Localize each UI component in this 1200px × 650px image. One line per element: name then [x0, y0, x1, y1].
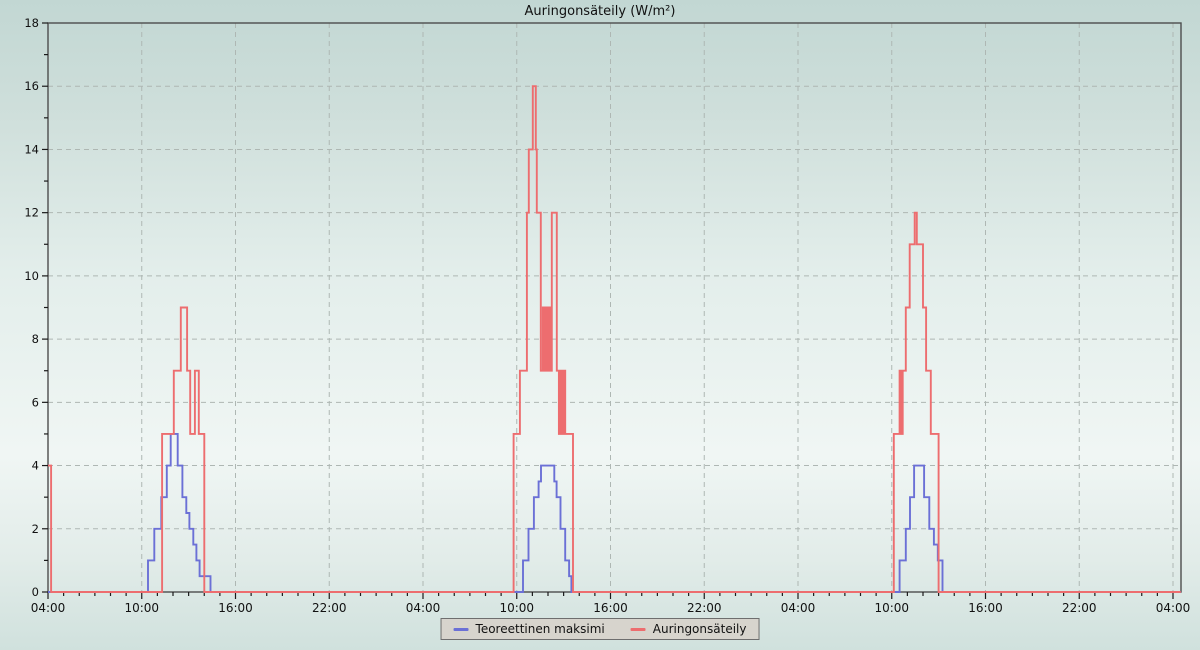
y-axis-tick-label: 12	[24, 206, 39, 220]
x-axis-tick-label: 04:00	[31, 601, 66, 615]
y-axis-tick-label: 16	[24, 79, 39, 93]
x-axis-tick-label: 22:00	[687, 601, 722, 615]
x-axis-tick-label: 04:00	[781, 601, 816, 615]
x-axis-tick-label: 10:00	[874, 601, 909, 615]
x-axis-tick-label: 22:00	[1062, 601, 1097, 615]
legend-swatch-teoreettinen-maksimi	[453, 627, 469, 631]
legend-item-auringonsateily: Auringonsäteily	[630, 622, 747, 636]
y-axis-tick-label: 8	[32, 332, 39, 346]
x-axis-tick-label: 10:00	[124, 601, 159, 615]
x-axis-tick-label: 04:00	[1156, 601, 1191, 615]
x-axis-tick-label: 04:00	[406, 601, 441, 615]
chart-title: Auringonsäteily (W/m²)	[524, 4, 676, 19]
y-axis-tick-label: 10	[24, 269, 39, 283]
legend-label-auringonsateily: Auringonsäteily	[652, 622, 747, 636]
y-axis-tick-label: 0	[32, 585, 39, 599]
series-line-auringons-teily	[48, 85, 1181, 593]
plot-border	[47, 22, 1182, 593]
x-axis-tick-label: 16:00	[218, 601, 253, 615]
y-axis-tick-label: 2	[32, 522, 39, 536]
y-axis-tick-label: 14	[24, 142, 39, 156]
y-axis-tick-label: 6	[32, 395, 39, 409]
x-axis-tick-label: 22:00	[312, 601, 347, 615]
y-axis-tick-label: 4	[32, 459, 39, 473]
series-line-teoreettinen-maksimi	[48, 432, 1181, 593]
legend-label-teoreettinen-maksimi: Teoreettinen maksimi	[475, 622, 605, 636]
legend-item-teoreettinen-maksimi: Teoreettinen maksimi	[453, 622, 605, 636]
y-axis-tick-label: 18	[24, 16, 39, 30]
legend-swatch-auringonsateily	[630, 627, 646, 631]
x-axis-tick-label: 10:00	[499, 601, 534, 615]
x-axis-tick-label: 16:00	[593, 601, 628, 615]
x-axis-tick-label: 16:00	[968, 601, 1003, 615]
chart-legend: Teoreettinen maksimi Auringonsäteily	[440, 618, 760, 640]
